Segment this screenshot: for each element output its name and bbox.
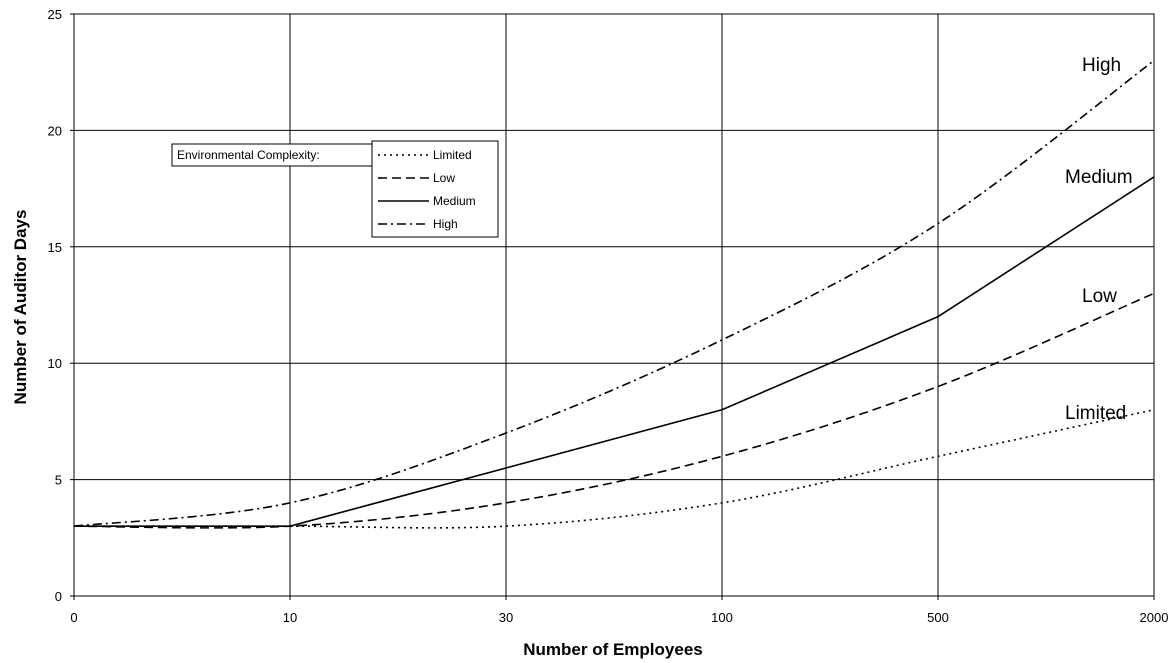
series-group: [73, 59, 1155, 529]
legend-label-limited: Limited: [433, 148, 472, 162]
series-limited-line: [74, 408, 1155, 529]
series-end-labels: Limited Low Medium High: [1065, 55, 1133, 424]
legend-label-high: High: [433, 217, 458, 231]
x-tick-label: 30: [499, 610, 513, 625]
x-tick-label: 10: [283, 610, 297, 625]
legend-label-low: Low: [433, 171, 455, 185]
legend-label-medium: Medium: [433, 194, 476, 208]
legend-box: [371, 140, 499, 238]
x-axis-title: Number of Employees: [523, 640, 703, 659]
series-high-line: [73, 59, 1155, 527]
y-tick-label: 15: [48, 240, 62, 255]
end-label-limited: Limited: [1065, 403, 1126, 424]
series-medium-line: [74, 176, 1155, 527]
y-tick-label: 10: [48, 356, 62, 371]
y-tick-label: 25: [48, 7, 62, 22]
legend: Environmental Complexity: Limited Low Medi…: [171, 140, 499, 238]
x-axis-ticks: 0 10 30 100 500 2000: [70, 596, 1168, 625]
end-label-medium: Medium: [1065, 167, 1133, 188]
x-tick-label: 0: [70, 610, 77, 625]
end-label-high: High: [1082, 55, 1121, 76]
x-tick-label: 2000: [1140, 610, 1169, 625]
y-tick-label: 0: [55, 589, 62, 604]
y-axis-ticks: 0 5 10 15 20 25: [48, 7, 74, 604]
y-axis-title: Number of Auditor Days: [11, 210, 30, 405]
plot-area-frame: [73, 13, 1155, 597]
y-tick-label: 5: [55, 473, 62, 488]
legend-items: Limited Low Medium High: [378, 148, 476, 231]
x-tick-label: 100: [711, 610, 733, 625]
legend-title: Environmental Complexity:: [177, 148, 320, 162]
y-tick-label: 20: [48, 123, 62, 138]
x-tick-label: 500: [927, 610, 949, 625]
end-label-low: Low: [1082, 286, 1117, 307]
